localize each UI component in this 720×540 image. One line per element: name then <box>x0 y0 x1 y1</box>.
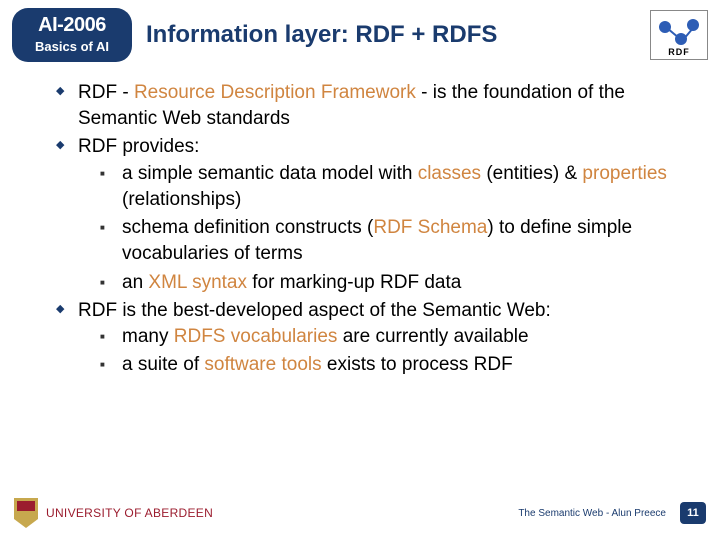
rdf-graph-icon <box>657 17 701 47</box>
text: are currently available <box>337 326 528 347</box>
university-logo: UNIVERSITY OF ABERDEEN <box>14 498 213 528</box>
sub-bullet-list: many RDFS vocabularies are currently ava… <box>78 324 690 378</box>
accent-text: RDF Schema <box>373 217 487 238</box>
text: a suite of <box>122 354 204 375</box>
text: RDF is the best-developed aspect of the … <box>78 300 551 321</box>
text: a simple semantic data model with <box>122 163 418 184</box>
sub-bullet-item: schema definition constructs (RDF Schema… <box>78 215 690 267</box>
text: schema definition constructs ( <box>122 217 373 238</box>
text: RDF - <box>78 82 134 103</box>
text: exists to process RDF <box>322 354 513 375</box>
footer-right: The Semantic Web - Alun Preece 11 <box>518 502 706 524</box>
text: RDF provides: <box>78 136 199 157</box>
slide-content: RDF - Resource Description Framework - i… <box>0 66 720 378</box>
university-name: UNIVERSITY OF ABERDEEN <box>46 506 213 520</box>
shield-icon <box>14 498 38 528</box>
sub-bullet-item: many RDFS vocabularies are currently ava… <box>78 324 690 350</box>
sub-bullet-item: a suite of software tools exists to proc… <box>78 352 690 378</box>
accent-text: XML syntax <box>148 272 247 293</box>
text: for marking-up RDF data <box>247 272 461 293</box>
bullet-item: RDF is the best-developed aspect of the … <box>56 298 690 379</box>
text: an <box>122 272 148 293</box>
text: (relationships) <box>122 189 241 210</box>
sub-bullet-list: a simple semantic data model with classe… <box>78 161 690 296</box>
sub-bullet-item: a simple semantic data model with classe… <box>78 161 690 213</box>
accent-text: properties <box>582 163 667 184</box>
page-number: 11 <box>680 502 706 524</box>
rdf-logo-icon: RDF <box>650 10 708 60</box>
slide-header: AI-2006 Basics of AI Information layer: … <box>0 0 720 66</box>
slide-footer: UNIVERSITY OF ABERDEEN The Semantic Web … <box>0 498 720 528</box>
course-subtitle: Basics of AI <box>24 39 120 54</box>
bullet-item: RDF provides: a simple semantic data mod… <box>56 134 690 295</box>
course-badge: AI-2006 Basics of AI <box>12 8 132 62</box>
accent-text: RDFS vocabularies <box>174 326 338 347</box>
accent-text: classes <box>418 163 481 184</box>
text: (entities) & <box>481 163 582 184</box>
slide-title: Information layer: RDF + RDFS <box>146 21 636 49</box>
bullet-list: RDF - Resource Description Framework - i… <box>56 80 690 378</box>
footer-credit: The Semantic Web - Alun Preece <box>518 508 666 519</box>
rdf-logo-label: RDF <box>668 47 690 57</box>
course-code: AI-2006 <box>24 14 120 37</box>
bullet-item: RDF - Resource Description Framework - i… <box>56 80 690 132</box>
text: many <box>122 326 174 347</box>
accent-text: software tools <box>204 354 321 375</box>
accent-text: Resource Description Framework <box>134 82 416 103</box>
sub-bullet-item: an XML syntax for marking-up RDF data <box>78 270 690 296</box>
